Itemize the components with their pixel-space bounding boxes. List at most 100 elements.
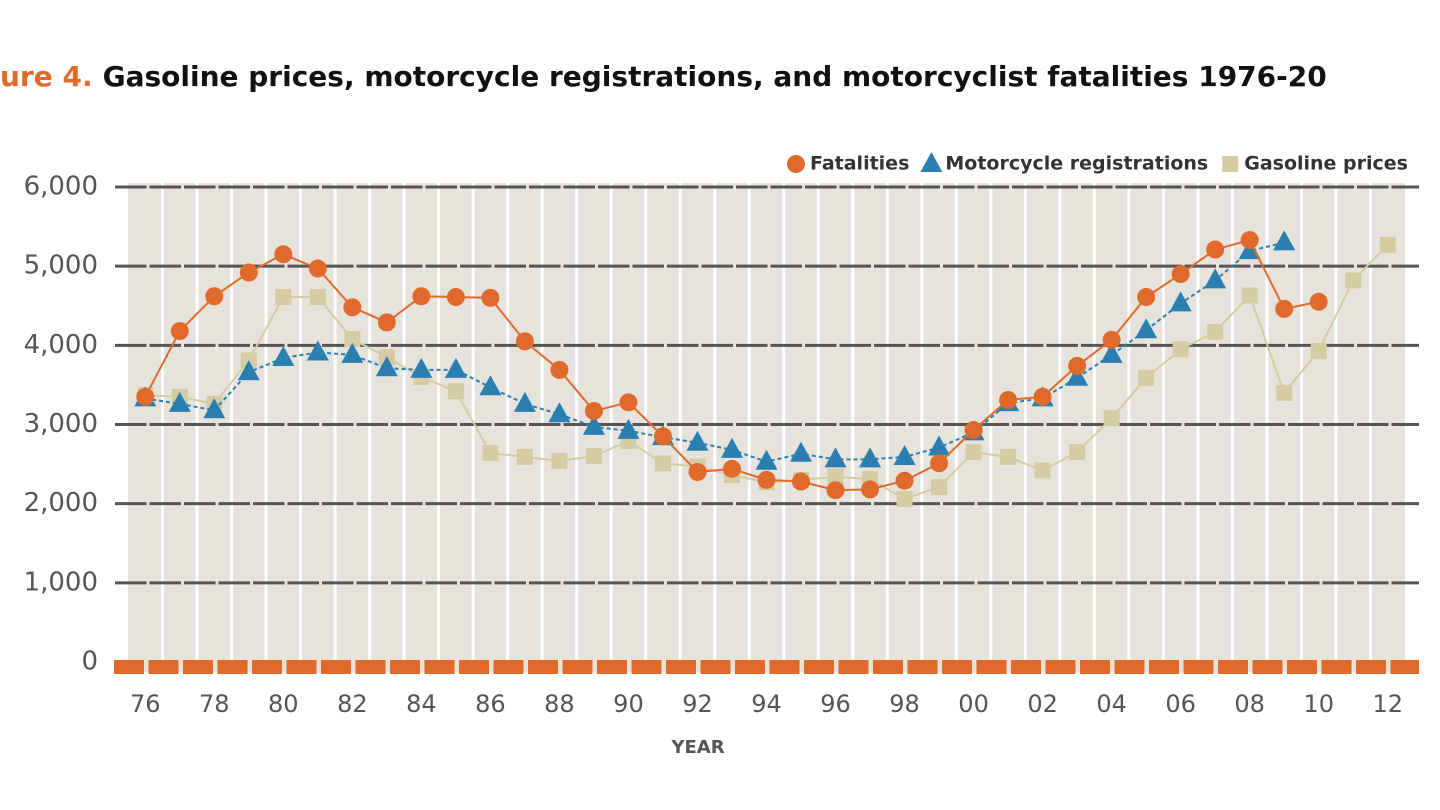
data-point [1238,239,1261,260]
data-point [1241,287,1258,304]
data-point [481,288,500,307]
data-point [619,393,638,412]
figure-number: ure 4. [0,60,93,93]
data-point [824,447,847,468]
x-tick-label: 08 [1234,690,1265,718]
x-tick-label: 78 [199,690,230,718]
data-point [964,421,983,440]
data-point [859,447,882,468]
x-tick-label: 92 [682,690,713,718]
x-tick-label: 84 [406,690,437,718]
data-point [1345,272,1362,289]
data-point [341,342,364,363]
data-point [722,459,741,478]
data-point [1207,323,1224,340]
x-tick-label: 90 [613,690,644,718]
data-point [136,387,155,406]
data-point [792,472,811,491]
x-tick-label: 96 [820,690,851,718]
y-tick-label: 0 [81,647,98,677]
data-point [1138,369,1155,386]
x-tick-label: 80 [268,690,299,718]
y-tick-label: 4,000 [24,330,98,360]
data-point [1310,342,1327,359]
data-point [308,259,327,278]
series-group [136,231,1328,500]
data-point [1069,444,1086,461]
data-point [1309,292,1328,311]
data-point [344,331,361,347]
data-point [1275,299,1294,318]
data-point [582,414,605,435]
data-point [410,357,433,378]
data-point [275,289,292,306]
data-point [826,481,845,500]
data-point [585,448,602,465]
data-point [1066,365,1089,386]
x-tick-label: 02 [1027,690,1058,718]
data-point [654,455,671,472]
y-tick-label: 1,000 [24,567,98,597]
data-point [343,298,362,317]
x-tick-label: 88 [544,690,575,718]
data-point [999,390,1018,409]
data-point [548,402,571,423]
x-tick-label: 00 [958,690,989,718]
data-point [375,356,398,377]
data-point [516,448,533,465]
data-point [1102,330,1121,349]
data-point [444,357,467,378]
data-point [755,449,778,470]
data-point [306,340,329,361]
data-point [377,313,396,332]
data-point [686,430,709,451]
chart-title: ure 4. Gasoline prices, motorcycle regist… [0,60,1327,93]
data-point [1172,341,1189,358]
x-tick-label: 82 [337,690,368,718]
y-tick-label: 3,000 [24,409,98,439]
data-point [827,468,844,485]
y-tick-label: 5,000 [24,251,98,281]
x-tick-label: 94 [751,690,782,718]
data-point [513,391,536,412]
data-point [930,454,949,473]
data-point [928,435,951,456]
data-point [1135,318,1158,339]
data-point [1273,230,1296,251]
data-point [446,288,465,307]
x-tick-label: 98 [889,690,920,718]
data-point [170,322,189,341]
data-point [550,360,569,379]
legend-label: Motorcycle registrations [945,153,1208,175]
data-point [896,490,913,507]
x-tick-label: 76 [130,690,161,718]
series-line [145,241,1285,463]
data-point [412,287,431,306]
legend-marker [920,152,943,172]
data-point [1276,384,1293,401]
data-point [688,463,707,481]
data-point [168,391,191,412]
data-point [482,445,499,461]
data-point [1379,236,1396,253]
data-point [720,437,743,458]
x-tick-label: 12 [1372,690,1403,718]
x-tick-label: 86 [475,690,506,718]
x-axis-label: YEAR [670,737,724,758]
legend-marker [786,155,805,173]
data-point [1171,265,1190,284]
data-point [1103,410,1120,427]
data-point [239,263,258,282]
x-tick-label: 06 [1165,690,1196,718]
data-point [479,375,502,396]
x-tick-label: 10 [1303,690,1334,718]
legend-label: Fatalities [810,153,909,175]
data-point [237,360,260,381]
data-point [1206,240,1225,259]
data-point [205,287,224,306]
data-point [757,470,776,489]
data-point [515,332,534,351]
data-point [1033,387,1052,406]
data-point [551,452,568,469]
